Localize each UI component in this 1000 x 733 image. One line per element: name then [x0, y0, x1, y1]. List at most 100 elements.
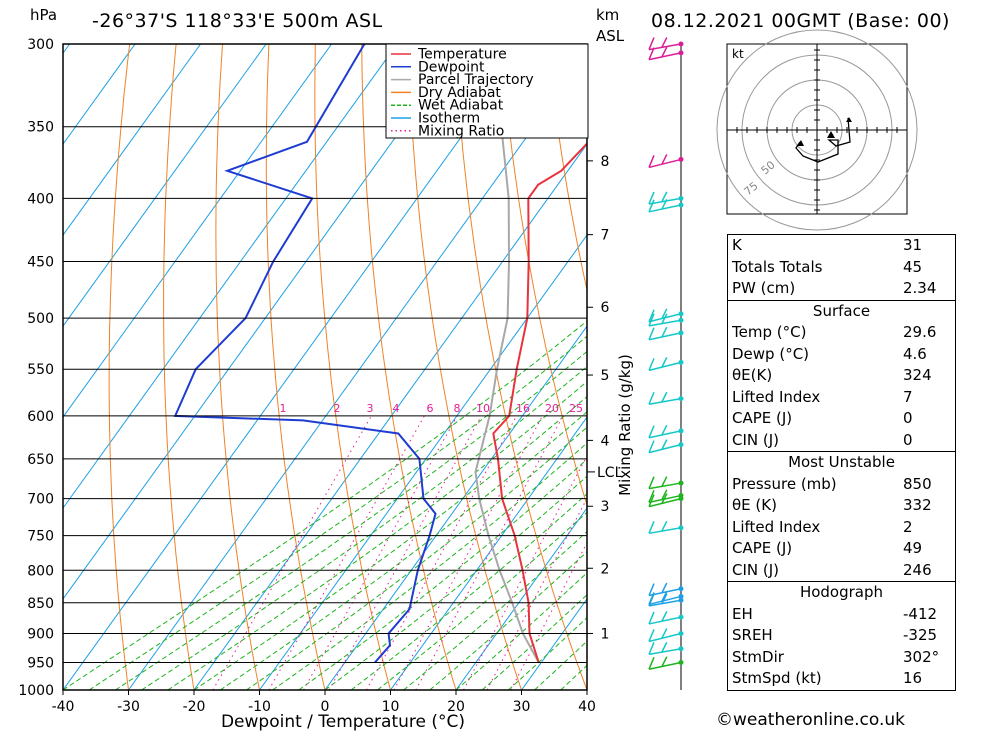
row-value: 0 [903, 409, 913, 427]
mixing-ratio-label: 1 [280, 402, 287, 415]
pressure-tick-label: 450 [27, 255, 54, 271]
wind-barb-flag [661, 154, 668, 165]
row-value: 302° [903, 647, 940, 666]
pressure-tick-label: 850 [27, 596, 54, 612]
mixing-ratio-line [510, 541, 587, 690]
dry-adiabat-line [361, 44, 457, 690]
wet-adiabat-line [63, 320, 587, 690]
most-unstable-row: CIN (J) 246 [728, 560, 955, 582]
mixing-ratio-label: 20 [545, 402, 559, 415]
temperature-tick-label: 20 [447, 699, 465, 715]
row-value: 49 [903, 539, 923, 557]
dry-adiabat-line [163, 44, 195, 690]
temperature-tick-label: -20 [183, 699, 206, 715]
surface-title: Surface [728, 299, 955, 323]
dry-adiabat-line [314, 44, 391, 690]
hodograph-arrow [797, 140, 804, 146]
surface-row: Temp (°C) 29.6 [728, 322, 955, 344]
wind-barb-flag [661, 476, 668, 487]
pressure-tick-label: 400 [27, 191, 54, 207]
wet-adiabat-line [272, 442, 587, 690]
wind-barb [648, 391, 684, 405]
legend-label: Temperature [417, 47, 507, 63]
wind-barb-flag [661, 424, 668, 436]
copyright-symbol: © [716, 710, 733, 730]
most-unstable-row: Lifted Index 2 [728, 517, 955, 539]
wet-adiabat-line [115, 350, 587, 690]
indices-row: PW (cm) 2.34 [728, 278, 955, 300]
wind-barb-shaft [648, 595, 682, 606]
mixing-ratio-label: 3 [367, 402, 374, 415]
pressure-tick-label: 1000 [18, 683, 54, 699]
wind-barb-flag [661, 46, 668, 58]
mixing-ratio-label: 2 [334, 402, 341, 415]
wind-barb-shaft [648, 648, 682, 656]
row-label: EH [732, 604, 753, 623]
dry-adiabat-line [407, 44, 522, 690]
row-value: -412 [903, 604, 938, 623]
mixing-ratio-label: 10 [476, 402, 490, 415]
hodograph-table-row: SREH -325 [728, 625, 955, 647]
row-value: 31 [903, 236, 923, 254]
wind-barb [648, 611, 684, 625]
hodograph-ring [716, 29, 918, 231]
wind-barb-shaft [648, 397, 682, 405]
wind-barb-column [648, 37, 684, 690]
mixing-ratio-axis-label: Mixing Ratio (g/kg) [616, 354, 634, 496]
km-tick-label: 8 [601, 154, 610, 170]
datetime-title: 08.12.2021 00GMT (Base: 00) [651, 10, 950, 32]
km-tick-label: 7 [601, 228, 610, 244]
row-label: Lifted Index [732, 387, 821, 406]
wind-barb-flag [661, 198, 668, 210]
hodograph-table-row: EH -412 [728, 604, 955, 626]
wind-barb-flag [661, 582, 668, 594]
wind-barb-flag [661, 493, 668, 504]
wind-barb [648, 476, 684, 490]
legend-label: Dry Adiabat [418, 85, 501, 101]
pressure-tick-label: 500 [27, 311, 54, 327]
wind-barb-shaft [648, 52, 682, 61]
mixing-ratio-line [328, 415, 482, 690]
wind-barb-flag [661, 520, 668, 532]
wind-barb-flag [648, 611, 655, 625]
wind-barb-shaft [648, 158, 682, 169]
row-label: CAPE (J) [732, 539, 793, 557]
wind-barb [648, 357, 684, 372]
wind-barb-flag [661, 628, 668, 639]
mixing-ratio-label: 6 [427, 402, 434, 415]
wind-barb-flag [648, 583, 655, 596]
most-unstable-row: θE (K) 332 [728, 495, 955, 517]
pressure-unit-label: hPa [30, 6, 58, 24]
km-tick-label: 1 [601, 626, 610, 642]
row-value: 29.6 [903, 323, 937, 341]
wind-barb [648, 656, 684, 671]
wind-barb-flag [648, 47, 655, 60]
mixing-ratio-line [393, 415, 543, 690]
surface-row: Lifted Index 7 [728, 387, 955, 409]
indices-table: K 31 Totals Totals 45 PW (cm) 2.34 Surface Te… [727, 234, 956, 691]
row-value: -325 [903, 626, 938, 644]
isotherm-line [455, 507, 587, 690]
wind-barb [648, 520, 684, 535]
hodograph-table-row: StmDir 302° [728, 647, 955, 669]
wind-barb-flag [661, 308, 668, 320]
dry-adiabat-line [965, 44, 1000, 690]
mixing-ratio-labels: 1 2 3 4 6 8 10 16 20 25 [280, 402, 584, 415]
wind-barb-flag [648, 327, 655, 340]
surface-row: CAPE (J) 0 [728, 408, 955, 430]
row-value: 2.34 [903, 279, 937, 297]
wind-barb [648, 424, 684, 439]
wind-barb-flag [661, 391, 668, 403]
isotherm-line [63, 44, 333, 418]
row-value: 850 [903, 474, 932, 493]
surface-row: CIN (J) 0 [728, 430, 955, 452]
most-unstable-title: Most Unstable [728, 451, 955, 474]
isotherm-line [259, 234, 587, 690]
wind-barb-flag [661, 489, 668, 501]
pressure-tick-label: 800 [27, 563, 54, 579]
row-label: Temp (°C) [732, 323, 807, 341]
row-value: 246 [903, 560, 932, 579]
temperature-tick-label: -30 [117, 699, 140, 715]
isotherm-line [324, 325, 587, 690]
